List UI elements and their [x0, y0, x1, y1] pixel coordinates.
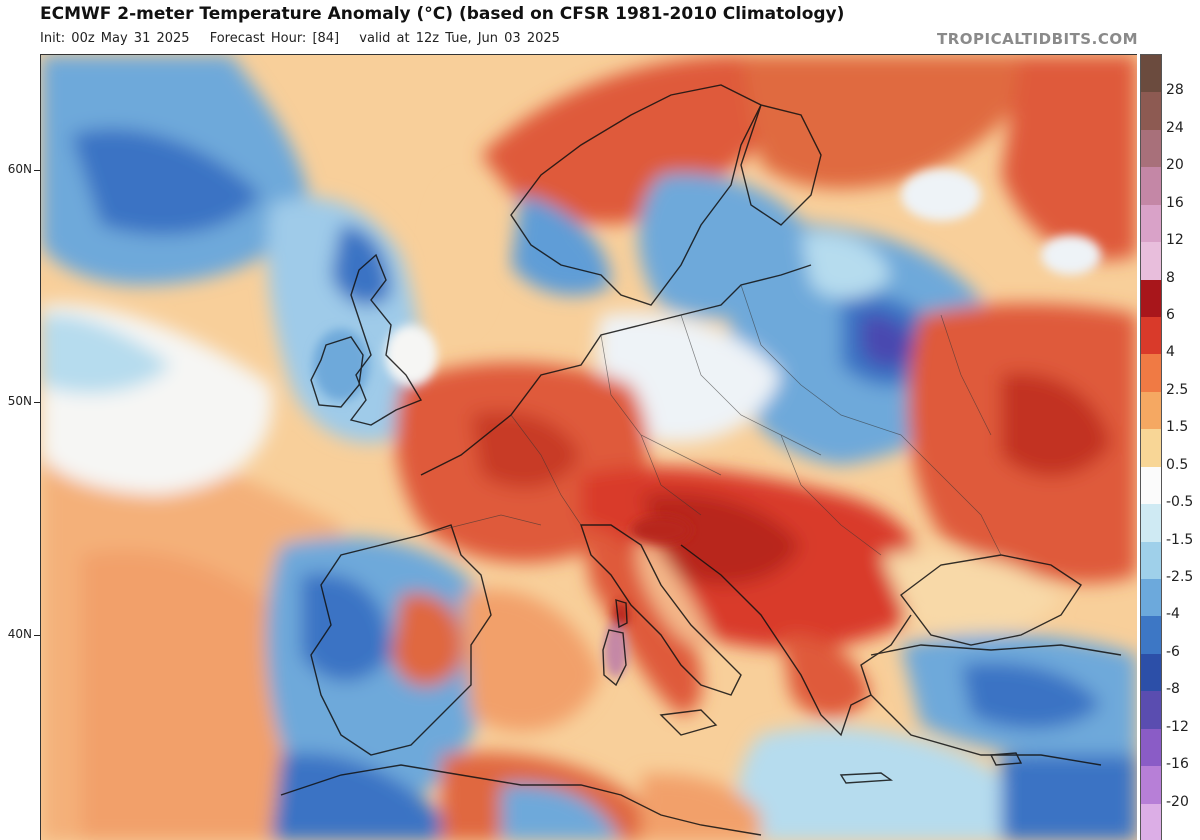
colorbar-segment — [1141, 429, 1161, 468]
colorbar — [1140, 54, 1162, 840]
colorbar-segment — [1141, 691, 1161, 730]
colorbar-segment — [1141, 204, 1161, 243]
colorbar-label: 0.5 — [1166, 456, 1189, 473]
colorbar-label: 4 — [1166, 344, 1175, 361]
colorbar-segment — [1141, 616, 1161, 655]
colorbar-label: -20 — [1166, 793, 1189, 810]
colorbar-segment — [1141, 242, 1161, 281]
colorbar-segment — [1141, 129, 1161, 168]
colorbar-label: -1.5 — [1166, 531, 1194, 548]
init-time: Init: 00z May 31 2025 — [40, 31, 190, 46]
colorbar-label: 28 — [1166, 82, 1184, 99]
colorbar-segment — [1141, 579, 1161, 617]
colorbar-segment — [1141, 728, 1161, 767]
map-title: ECMWF 2-meter Temperature Anomaly (°C) (… — [40, 4, 845, 24]
colorbar-label: -8 — [1166, 681, 1180, 698]
anomaly-map[interactable] — [40, 54, 1137, 840]
colorbar-label: -6 — [1166, 643, 1180, 660]
colorbar-segment — [1141, 317, 1161, 355]
colorbar-segment — [1141, 541, 1161, 580]
colorbar-segment — [1141, 766, 1161, 805]
colorbar-segment — [1141, 55, 1161, 93]
colorbar-label: 12 — [1166, 232, 1184, 249]
country-borders — [420, 284, 1002, 556]
lat-tick-40n — [34, 635, 40, 636]
colorbar-label: -2.5 — [1166, 569, 1194, 585]
lat-tick-60n — [34, 170, 40, 171]
lat-label-50n: 50N — [7, 394, 32, 408]
colorbar-label: 1.5 — [1166, 419, 1189, 436]
colorbar-segment — [1141, 653, 1161, 692]
colorbar-segment — [1141, 92, 1161, 131]
anomaly-detail — [313, 169, 1101, 678]
anomaly-field — [41, 55, 1137, 840]
map-subtitle: Init: 00z May 31 2025 Forecast Hour: [84… — [40, 31, 574, 46]
colorbar-label: 16 — [1166, 194, 1184, 211]
colorbar-label: 24 — [1166, 119, 1184, 136]
colorbar-segment — [1141, 279, 1161, 318]
colorbar-label: -12 — [1166, 718, 1189, 735]
colorbar-label: -16 — [1166, 756, 1189, 773]
coastlines — [280, 84, 1122, 836]
lat-label-40n: 40N — [7, 627, 32, 641]
anomaly-map-canvas — [41, 55, 1137, 840]
colorbar-segment — [1141, 466, 1161, 505]
colorbar-label: 6 — [1166, 307, 1175, 323]
forecast-hour: Forecast Hour: [84] — [209, 31, 340, 46]
colorbar-segment — [1141, 803, 1161, 840]
colorbar-segment — [1141, 167, 1161, 206]
colorbar-label: -4 — [1166, 606, 1180, 623]
colorbar-segment — [1141, 504, 1161, 543]
colorbar-segment — [1141, 391, 1161, 430]
lat-label-60n: 60N — [7, 162, 32, 176]
brand-watermark[interactable]: TROPICALTIDBITS.COM — [937, 30, 1138, 48]
valid-time: valid at 12z Tue, Jun 03 2025 — [359, 31, 560, 46]
lat-tick-50n — [34, 402, 40, 403]
colorbar-label: -0.5 — [1166, 494, 1194, 511]
colorbar-label: 8 — [1166, 269, 1175, 286]
colorbar-segment — [1141, 354, 1161, 393]
colorbar-label: 20 — [1166, 157, 1184, 174]
colorbar-label: 2.5 — [1166, 381, 1189, 398]
